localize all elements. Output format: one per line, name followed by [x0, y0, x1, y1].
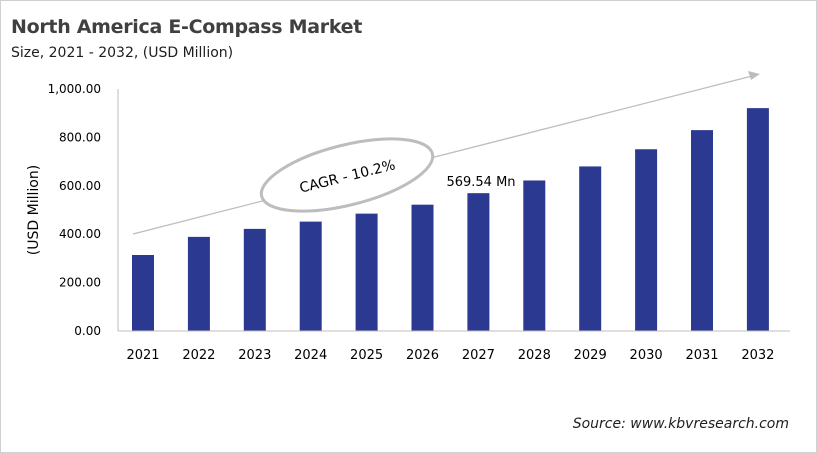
chart-subtitle: Size, 2021 - 2032, (USD Million): [11, 45, 234, 61]
y-axis-label: (USD Million): [26, 165, 42, 255]
bar-2027: [467, 193, 490, 331]
bar-2032: [746, 108, 769, 331]
x-tick-label: 2027: [462, 348, 495, 363]
bar-2028: [523, 180, 546, 331]
trend-arrowhead: [748, 71, 760, 80]
x-tick-label: 2023: [238, 348, 271, 363]
y-tick-label: 800.00: [59, 130, 101, 144]
x-tick-label: 2025: [350, 348, 383, 363]
y-tick-label: 0.00: [74, 324, 101, 338]
bar-2026: [411, 204, 434, 331]
cagr-ellipse: [259, 137, 435, 213]
y-tick-label: 600.00: [59, 179, 101, 193]
bar-2025: [355, 213, 378, 331]
y-tick-label: 1,000.00: [48, 82, 101, 96]
source-note: Source: www.kbvresearch.com: [572, 416, 789, 432]
bar-2030: [635, 149, 658, 331]
x-tick-label: 2028: [518, 348, 551, 363]
bar-2024: [299, 221, 322, 331]
x-tick-label: 2031: [685, 348, 718, 363]
chart-title: North America E-Compass Market: [11, 16, 363, 38]
bar-2021: [132, 255, 154, 331]
x-tick-label: 2021: [126, 348, 159, 363]
x-tick-label: 2022: [182, 348, 215, 363]
x-tick-label: 2030: [630, 348, 663, 363]
bar-2022: [187, 236, 210, 331]
trend-arrow: [132, 75, 753, 235]
x-tick-label: 2026: [406, 348, 439, 363]
bar-2029: [579, 166, 602, 331]
x-tick-label: 2029: [574, 348, 607, 363]
bar-2023: [243, 228, 266, 331]
y-tick-label: 400.00: [59, 227, 101, 241]
y-tick-label: 200.00: [59, 276, 101, 290]
data-label-2027: 569.54 Mn: [446, 175, 515, 190]
x-tick-label: 2024: [294, 348, 327, 363]
bar-2031: [691, 130, 713, 331]
x-tick-label: 2032: [741, 348, 774, 363]
